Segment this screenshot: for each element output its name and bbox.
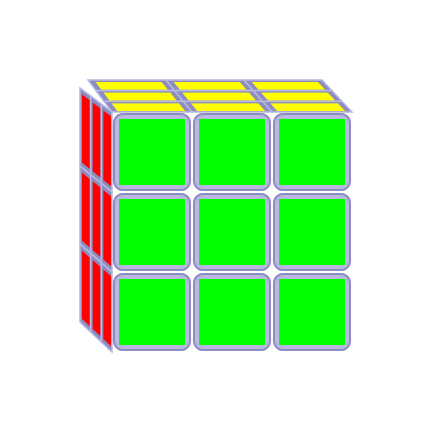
top-sticker[interactable] <box>173 82 247 90</box>
top-sticker[interactable] <box>251 82 326 90</box>
left-face[interactable] <box>82 94 111 347</box>
left-sticker[interactable] <box>92 102 101 178</box>
front-sticker[interactable] <box>199 279 265 345</box>
top-face[interactable] <box>95 82 346 111</box>
front-sticker[interactable] <box>119 199 185 265</box>
front-sticker[interactable] <box>119 119 185 185</box>
left-sticker[interactable] <box>103 189 111 267</box>
left-sticker[interactable] <box>82 250 90 327</box>
left-sticker[interactable] <box>103 110 111 187</box>
top-sticker[interactable] <box>270 103 346 111</box>
left-sticker[interactable] <box>103 269 111 347</box>
top-sticker[interactable] <box>95 82 168 90</box>
top-sticker[interactable] <box>261 92 336 101</box>
left-sticker[interactable] <box>82 172 90 248</box>
front-sticker[interactable] <box>199 199 265 265</box>
front-face[interactable] <box>119 119 345 345</box>
front-sticker[interactable] <box>279 119 345 185</box>
front-sticker[interactable] <box>279 199 345 265</box>
front-sticker[interactable] <box>199 119 265 185</box>
front-sticker[interactable] <box>119 279 185 345</box>
front-sticker[interactable] <box>279 279 345 345</box>
left-sticker[interactable] <box>92 181 101 257</box>
top-sticker[interactable] <box>190 103 266 111</box>
left-sticker[interactable] <box>92 260 101 337</box>
top-sticker[interactable] <box>111 103 186 111</box>
top-sticker[interactable] <box>182 92 256 101</box>
top-sticker[interactable] <box>103 92 177 101</box>
left-sticker[interactable] <box>82 94 90 169</box>
